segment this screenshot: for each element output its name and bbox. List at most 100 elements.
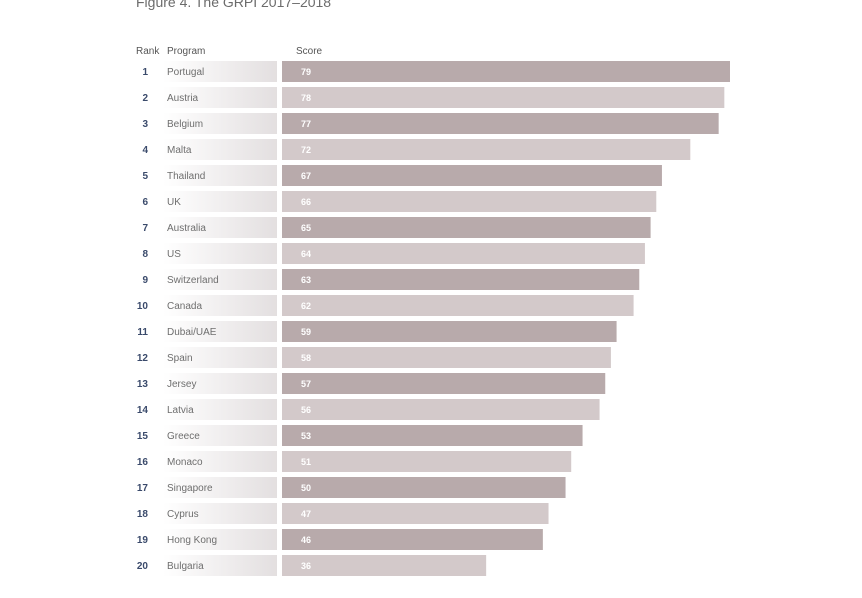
rank-label: 19	[137, 535, 149, 546]
rank-label: 8	[142, 249, 148, 260]
header-score: Score	[296, 46, 323, 57]
bar	[282, 321, 617, 342]
rank-label: 15	[137, 431, 149, 442]
rank-label: 11	[137, 327, 148, 338]
rank-label: 14	[137, 405, 149, 416]
rank-label: 2	[142, 93, 148, 104]
program-label: US	[167, 249, 181, 260]
rank-label: 3	[142, 119, 148, 130]
program-label-bg	[163, 165, 277, 186]
bar	[282, 87, 725, 108]
rank-label: 1	[142, 67, 148, 78]
program-label: Belgium	[167, 119, 203, 130]
value-label: 66	[301, 197, 311, 207]
program-label: Latvia	[167, 405, 194, 416]
bar	[282, 61, 730, 82]
value-label: 77	[301, 119, 311, 129]
rank-label: 17	[137, 483, 149, 494]
program-label: Australia	[167, 223, 206, 234]
rank-label: 9	[142, 275, 148, 286]
value-label: 36	[301, 561, 311, 571]
header-rank: Rank	[136, 46, 160, 57]
value-label: 46	[301, 535, 311, 545]
bar	[282, 399, 600, 420]
rank-label: 18	[137, 509, 149, 520]
rank-label: 5	[142, 171, 148, 182]
bar	[282, 503, 549, 524]
bar	[282, 165, 662, 186]
value-label: 50	[301, 483, 311, 493]
program-label: Singapore	[167, 483, 213, 494]
value-label: 64	[301, 249, 311, 259]
program-label-bg	[163, 295, 277, 316]
program-label: Switzerland	[167, 275, 219, 286]
value-label: 57	[301, 379, 311, 389]
value-label: 59	[301, 327, 311, 337]
program-label-bg	[163, 503, 277, 524]
value-label: 79	[301, 67, 311, 77]
bar	[282, 113, 719, 134]
program-label: Thailand	[167, 171, 205, 182]
value-label: 47	[301, 509, 311, 519]
header-program: Program	[167, 46, 205, 57]
rank-label: 6	[142, 197, 148, 208]
rank-label: 10	[137, 301, 149, 312]
program-label-bg	[163, 243, 277, 264]
program-label-bg	[163, 139, 277, 160]
bar	[282, 451, 572, 472]
program-label-bg	[163, 529, 277, 550]
bar	[282, 373, 606, 394]
value-label: 65	[301, 223, 311, 233]
rank-label: 16	[137, 457, 149, 468]
bar	[282, 347, 611, 368]
program-label-bg	[163, 347, 277, 368]
program-label: UK	[167, 197, 181, 208]
rank-label: 4	[142, 145, 148, 156]
chart-title: Figure 4. The GRPI 2017–2018	[136, 0, 332, 10]
program-label-bg	[163, 217, 277, 238]
program-label-bg	[163, 399, 277, 420]
rank-label: 7	[142, 223, 148, 234]
value-label: 72	[301, 145, 311, 155]
program-label-bg	[163, 555, 277, 576]
bar	[282, 425, 583, 446]
program-label-bg	[163, 61, 277, 82]
program-label: Monaco	[167, 457, 203, 468]
program-label-bg	[163, 113, 277, 134]
value-label: 67	[301, 171, 311, 181]
value-label: 78	[301, 93, 311, 103]
bar	[282, 269, 640, 290]
bar	[282, 139, 691, 160]
rank-label: 12	[137, 353, 149, 364]
value-label: 58	[301, 353, 311, 363]
bar	[282, 217, 651, 238]
program-label: Dubai/UAE	[167, 327, 217, 338]
value-label: 63	[301, 275, 311, 285]
program-label-bg	[163, 373, 277, 394]
program-label-bg	[163, 425, 277, 446]
program-label: Cyprus	[167, 509, 199, 520]
program-label-bg	[163, 321, 277, 342]
value-label: 51	[301, 457, 311, 467]
bar	[282, 529, 543, 550]
bar	[282, 295, 634, 316]
bar	[282, 555, 487, 576]
value-label: 53	[301, 431, 311, 441]
program-label: Portugal	[167, 67, 204, 78]
rank-label: 13	[137, 379, 149, 390]
program-label: Greece	[167, 431, 200, 442]
rank-label: 20	[137, 561, 149, 572]
value-label: 62	[301, 301, 311, 311]
program-label: Canada	[167, 301, 202, 312]
program-label-bg	[163, 191, 277, 212]
bar	[282, 243, 645, 264]
value-label: 56	[301, 405, 311, 415]
program-label: Austria	[167, 93, 199, 104]
program-label-bg	[163, 87, 277, 108]
program-label: Bulgaria	[167, 561, 204, 572]
program-label: Spain	[167, 353, 193, 364]
bar	[282, 191, 657, 212]
program-label: Hong Kong	[167, 535, 217, 546]
bar	[282, 477, 566, 498]
